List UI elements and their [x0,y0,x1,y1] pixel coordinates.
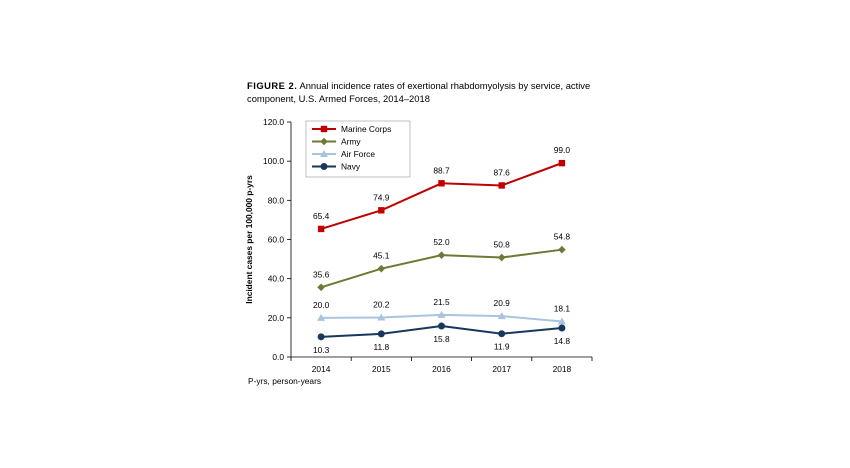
legend-marker-navy [320,163,328,170]
data-point-marine-corps [317,225,325,233]
x-tick-label: 2014 [312,364,331,374]
data-label-navy: 10.3 [313,345,330,355]
legend-marker-army [320,137,328,146]
y-tick-label: 60.0 [268,235,285,245]
data-point-marine-corps [498,182,505,189]
data-label-navy: 11.8 [373,342,389,352]
y-tick-label: 120.0 [263,117,284,127]
x-tick-label: 2016 [432,364,451,374]
data-label-army: 50.8 [494,240,511,250]
legend-label-navy: Navy [341,162,361,172]
legend-marker-air-force [320,150,328,157]
y-tick-label: 40.0 [268,274,285,284]
data-label-marine-corps: 88.7 [433,165,450,175]
data-label-army: 54.8 [554,232,571,242]
data-point-navy [558,324,566,332]
data-point-army [317,283,325,292]
data-point-navy [377,330,385,338]
data-point-marine-corps [378,207,385,214]
data-point-navy [438,322,445,330]
y-tick-label: 80.0 [268,195,285,205]
legend-label-army: Army [341,137,361,147]
x-tick-label: 2015 [372,364,391,374]
data-point-army [437,251,446,259]
data-label-air-force: 18.1 [554,304,571,314]
figure-caption: FIGURE 2. Annual incidence rates of exer… [247,79,617,105]
data-label-marine-corps: 74.9 [373,192,390,202]
data-label-marine-corps: 65.4 [313,211,330,221]
legend-label-air-force: Air Force [341,149,375,159]
data-point-air-force [497,312,506,320]
data-label-air-force: 20.0 [313,300,330,310]
figure-label: FIGURE 2. [247,80,298,91]
data-label-marine-corps: 87.6 [494,167,511,177]
data-label-navy: 14.8 [554,336,571,346]
data-point-navy [317,333,325,341]
y-axis-label: Incident cases per 100,000 p-yrs [244,175,254,304]
data-point-air-force [557,317,566,325]
data-point-air-force [437,310,446,318]
figure-caption-text: Annual incidence rates of exertional rha… [247,80,591,104]
data-point-marine-corps [558,159,566,167]
x-tick-label: 2017 [492,364,511,374]
data-point-army [558,245,566,254]
x-tick-label: 2018 [553,364,572,374]
data-label-army: 52.0 [433,237,450,247]
data-point-army [377,264,386,273]
data-label-marine-corps: 99.0 [554,145,571,155]
data-point-marine-corps [438,180,445,187]
data-point-air-force [317,313,326,321]
y-tick-label: 100.0 [263,156,284,166]
data-label-navy: 15.8 [433,334,450,344]
data-label-air-force: 20.2 [373,299,390,309]
legend-label-marine-corps: Marine Corps [341,124,391,134]
legend-marker-marine-corps [320,125,328,133]
data-point-navy [498,330,506,338]
data-point-army [497,253,506,262]
data-label-navy: 11.9 [494,342,510,352]
data-label-air-force: 21.5 [433,297,450,307]
data-label-army: 45.1 [373,251,390,261]
y-tick-label: 20.0 [268,313,285,323]
data-label-army: 35.6 [313,269,330,279]
footnote: P-yrs, person-years [248,376,322,386]
y-tick-label: 0.0 [272,352,284,362]
data-label-air-force: 20.9 [494,298,511,308]
data-point-air-force [377,313,386,321]
